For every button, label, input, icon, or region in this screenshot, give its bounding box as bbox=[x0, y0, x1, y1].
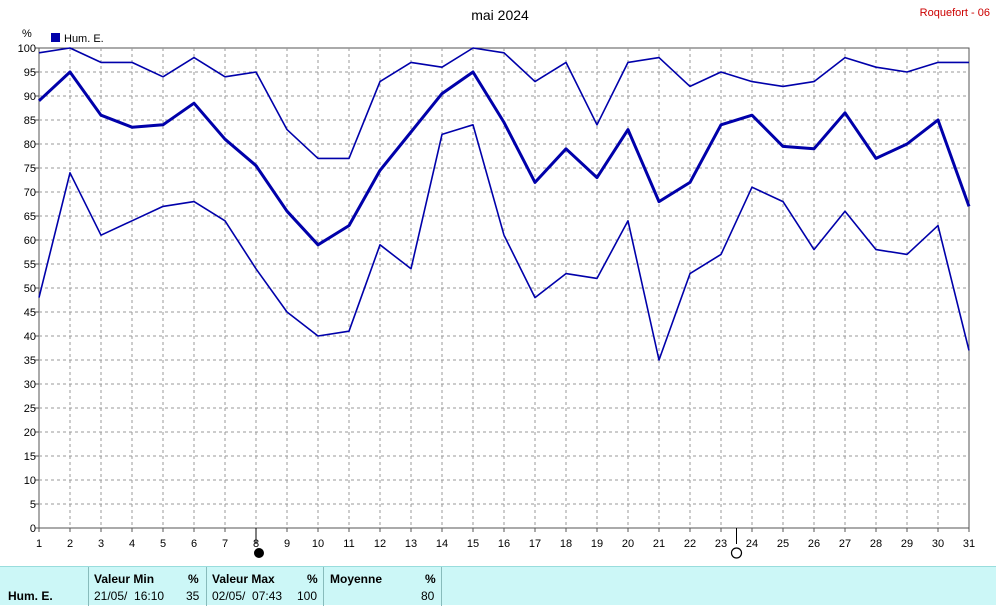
y-tick-label: 5 bbox=[30, 499, 36, 511]
x-tick-label: 4 bbox=[129, 538, 135, 550]
moon-phase-markers bbox=[254, 528, 743, 559]
max-unit: % bbox=[307, 572, 318, 586]
x-tick-label: 23 bbox=[715, 538, 727, 550]
x-tick-label: 22 bbox=[684, 538, 696, 550]
min-value: 35 bbox=[186, 589, 200, 603]
y-tick-label: 45 bbox=[24, 307, 36, 319]
x-tick-label: 14 bbox=[436, 538, 448, 550]
x-tick-label: 15 bbox=[467, 538, 479, 550]
x-tick-label: 3 bbox=[98, 538, 104, 550]
stats-divider bbox=[88, 567, 89, 606]
max-value: 100 bbox=[297, 589, 318, 603]
humidity-chart: mai 2024 Roquefort - 06 % Hum. E. 051015… bbox=[18, 7, 990, 559]
y-tick-label: 55 bbox=[24, 259, 36, 271]
y-tick-label: 25 bbox=[24, 403, 36, 415]
x-tick-label: 24 bbox=[746, 538, 758, 550]
x-tick-label: 5 bbox=[160, 538, 166, 550]
stats-variable: Hum. E. bbox=[8, 589, 53, 603]
x-tick-label: 20 bbox=[622, 538, 634, 550]
series-line-mean bbox=[37, 70, 971, 247]
full-moon-icon bbox=[730, 547, 743, 559]
y-tick-label: 90 bbox=[24, 91, 36, 103]
y-tick-label: 85 bbox=[24, 115, 36, 127]
min-datetime: 21/05/ 16:10 bbox=[94, 589, 165, 603]
x-tick-label: 25 bbox=[777, 538, 789, 550]
y-tick-label: 60 bbox=[24, 235, 36, 247]
y-tick-label: 10 bbox=[24, 475, 36, 487]
station-name: Roquefort - 06 bbox=[920, 7, 990, 19]
stats-panel: Hum. E. Valeur Min % 21/05/ 16:10 35 Val… bbox=[0, 566, 996, 606]
y-tick-label: 0 bbox=[30, 523, 36, 535]
x-tick-label: 18 bbox=[560, 538, 572, 550]
mean-value: 80 bbox=[421, 589, 435, 603]
x-axis-ticks: 1234567891011121314151617181920212223242… bbox=[36, 528, 975, 550]
series-lines bbox=[37, 47, 971, 361]
min-unit: % bbox=[188, 572, 199, 586]
y-tick-label: 65 bbox=[24, 211, 36, 223]
new-moon-icon bbox=[254, 548, 264, 558]
y-tick-label: 95 bbox=[24, 67, 36, 79]
max-header: Valeur Max bbox=[212, 572, 275, 586]
y-axis-ticks: 0 5 10 15 20 25 30 35 40 45 50 55 60 65 70 75 80 85 90 95 10… bbox=[18, 43, 39, 535]
y-tick-label: 75 bbox=[24, 163, 36, 175]
x-tick-label: 16 bbox=[498, 538, 510, 550]
x-tick-label: 10 bbox=[312, 538, 324, 550]
stats-divider bbox=[206, 567, 207, 606]
y-tick-label: 80 bbox=[24, 139, 36, 151]
mean-header: Moyenne bbox=[330, 572, 383, 586]
y-tick-label: 30 bbox=[24, 379, 36, 391]
x-tick-label: 29 bbox=[901, 538, 913, 550]
x-tick-label: 13 bbox=[405, 538, 417, 550]
y-tick-label: 15 bbox=[24, 451, 36, 463]
y-tick-label: 40 bbox=[24, 331, 36, 343]
x-tick-label: 30 bbox=[932, 538, 944, 550]
legend-swatch bbox=[51, 33, 60, 42]
stats-divider bbox=[323, 567, 324, 606]
x-tick-label: 26 bbox=[808, 538, 820, 550]
x-tick-label: 21 bbox=[653, 538, 665, 550]
x-tick-label: 11 bbox=[343, 538, 354, 550]
y-tick-label: 50 bbox=[24, 283, 36, 295]
legend-label: Hum. E. bbox=[64, 33, 104, 45]
x-tick-label: 2 bbox=[67, 538, 73, 550]
x-tick-label: 17 bbox=[529, 538, 541, 550]
x-tick-label: 12 bbox=[374, 538, 386, 550]
series-line-min bbox=[38, 124, 970, 361]
x-tick-label: 27 bbox=[839, 538, 851, 550]
x-tick-label: 6 bbox=[191, 538, 197, 550]
y-tick-label: 20 bbox=[24, 427, 36, 439]
grid-lines bbox=[39, 48, 969, 528]
y-tick-label: 100 bbox=[18, 43, 36, 55]
x-tick-label: 28 bbox=[870, 538, 882, 550]
x-tick-label: 9 bbox=[284, 538, 290, 550]
min-header: Valeur Min bbox=[94, 572, 155, 586]
series-line-max bbox=[38, 47, 969, 160]
y-tick-label: 70 bbox=[24, 187, 36, 199]
stats-divider bbox=[441, 567, 442, 606]
x-tick-label: 31 bbox=[963, 538, 975, 550]
y-tick-label: 35 bbox=[24, 355, 36, 367]
x-tick-label: 7 bbox=[222, 538, 228, 550]
mean-unit: % bbox=[425, 572, 436, 586]
y-axis-unit: % bbox=[22, 28, 32, 40]
x-tick-label: 19 bbox=[591, 538, 603, 550]
chart-title: mai 2024 bbox=[471, 7, 529, 23]
x-tick-label: 1 bbox=[36, 538, 42, 550]
max-datetime: 02/05/ 07:43 bbox=[212, 589, 283, 603]
